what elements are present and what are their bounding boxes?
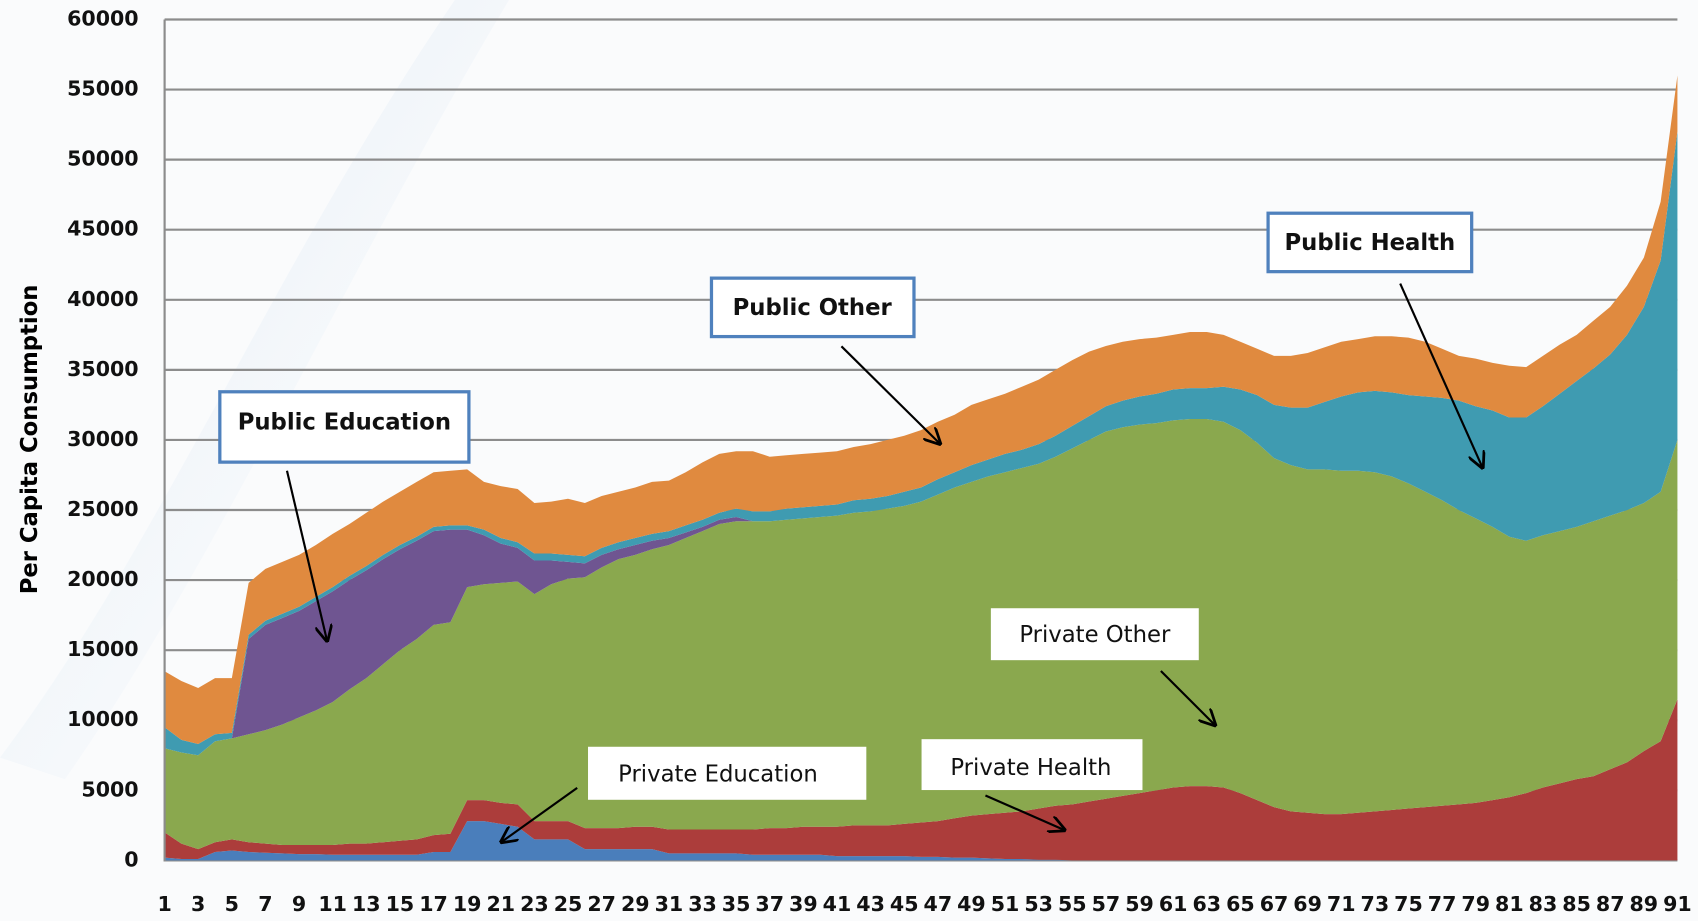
x-tick-label: 43 [856, 892, 885, 916]
x-tick-label: 9 [292, 892, 306, 916]
y-tick-label: 50000 [67, 147, 139, 171]
x-tick-label: 41 [823, 892, 852, 916]
y-tick-label: 15000 [67, 637, 139, 661]
annotation-box [921, 739, 1143, 791]
y-tick-label: 25000 [67, 497, 139, 521]
x-tick-label: 73 [1361, 892, 1390, 916]
annotation-box [709, 276, 916, 339]
x-tick-label: 63 [1192, 892, 1221, 916]
x-tick-label: 23 [520, 892, 549, 916]
annotation: Public Other [733, 295, 893, 321]
annotation: Private Education [618, 761, 818, 787]
x-tick-label: 59 [1125, 892, 1154, 916]
x-tick-label: 19 [453, 892, 482, 916]
annotation-box [990, 608, 1199, 661]
x-tick-label: 85 [1562, 892, 1591, 916]
x-tick-label: 29 [621, 892, 650, 916]
x-tick-label: 39 [789, 892, 818, 916]
arrow [285, 470, 327, 641]
areas [164, 75, 1678, 861]
x-tick-label: 35 [722, 892, 751, 916]
x-tick-label: 11 [318, 892, 347, 916]
x-tick-label: 79 [1461, 892, 1490, 916]
x-tick-label: 13 [352, 892, 381, 916]
x-tick-label: 7 [258, 892, 272, 916]
x-tick-label: 15 [386, 892, 415, 916]
x-tick-label: 83 [1529, 892, 1558, 916]
area [164, 699, 1678, 861]
y-tick-label: 30000 [67, 427, 139, 451]
x-tick-label: 91 [1663, 892, 1692, 916]
y-tick-label: 40000 [67, 287, 139, 311]
x-tick-label: 67 [1260, 892, 1289, 916]
x-tick-label: 47 [924, 892, 953, 916]
y-tick-label: 5000 [81, 777, 138, 801]
x-tick-label: 27 [587, 892, 616, 916]
x-tick-label: 87 [1596, 892, 1625, 916]
x-tick-label: 25 [554, 892, 583, 916]
x-tick-label: 49 [957, 892, 986, 916]
annotations: Public Education Public Other Public Hea… [218, 211, 1483, 842]
annotation-box [588, 746, 867, 800]
y-tick-label: 35000 [67, 357, 139, 381]
y-tick-label: 20000 [67, 567, 139, 591]
y-tick-label: 0 [124, 847, 138, 871]
y-tick-label: 45000 [67, 217, 139, 241]
annotation: Private Other [1019, 622, 1171, 648]
x-tick-label: 57 [1092, 892, 1121, 916]
area [164, 821, 1678, 861]
y-tick-label: 10000 [67, 707, 139, 731]
x-tick-label: 1 [157, 892, 171, 916]
arrow [985, 794, 1064, 830]
arrow [1160, 670, 1215, 725]
x-tick-label: 45 [890, 892, 919, 916]
arrow [501, 787, 578, 842]
x-tick-label: 51 [991, 892, 1020, 916]
arrow [840, 345, 940, 443]
x-tick-label: 77 [1428, 892, 1457, 916]
x-tick-label: 89 [1630, 892, 1659, 916]
area [164, 131, 1678, 756]
x-tick-label: 65 [1226, 892, 1255, 916]
y-axis-label: Per Capita Consumption [17, 285, 43, 595]
ticks: 0 5000 10000 15000 20000 25000 30000 35000 40000… [67, 6, 1692, 915]
x-tick-label: 55 [1058, 892, 1087, 916]
x-tick-label: 33 [688, 892, 717, 916]
x-tick-label: 69 [1293, 892, 1322, 916]
x-tick-label: 5 [225, 892, 239, 916]
annotation-box [1266, 211, 1474, 274]
x-tick-label: 37 [755, 892, 784, 916]
area [164, 418, 1678, 850]
annotation: Private Health [950, 755, 1111, 781]
y-tick-label: 55000 [67, 77, 139, 101]
x-tick-label: 61 [1159, 892, 1188, 916]
x-tick-label: 53 [1024, 892, 1053, 916]
background-swoosh [0, 0, 509, 780]
x-tick-label: 75 [1394, 892, 1423, 916]
annotation: Public Health [1285, 230, 1456, 256]
annotation: Public Education [238, 410, 451, 436]
arrow [1399, 283, 1482, 468]
x-tick-label: 71 [1327, 892, 1356, 916]
x-tick-label: 3 [191, 892, 205, 916]
y-tick-label: 60000 [67, 6, 139, 30]
x-tick-label: 17 [419, 892, 448, 916]
x-tick-label: 21 [486, 892, 515, 916]
annotation-box [218, 390, 471, 464]
x-tick-label: 81 [1495, 892, 1524, 916]
x-tick-label: 31 [655, 892, 684, 916]
